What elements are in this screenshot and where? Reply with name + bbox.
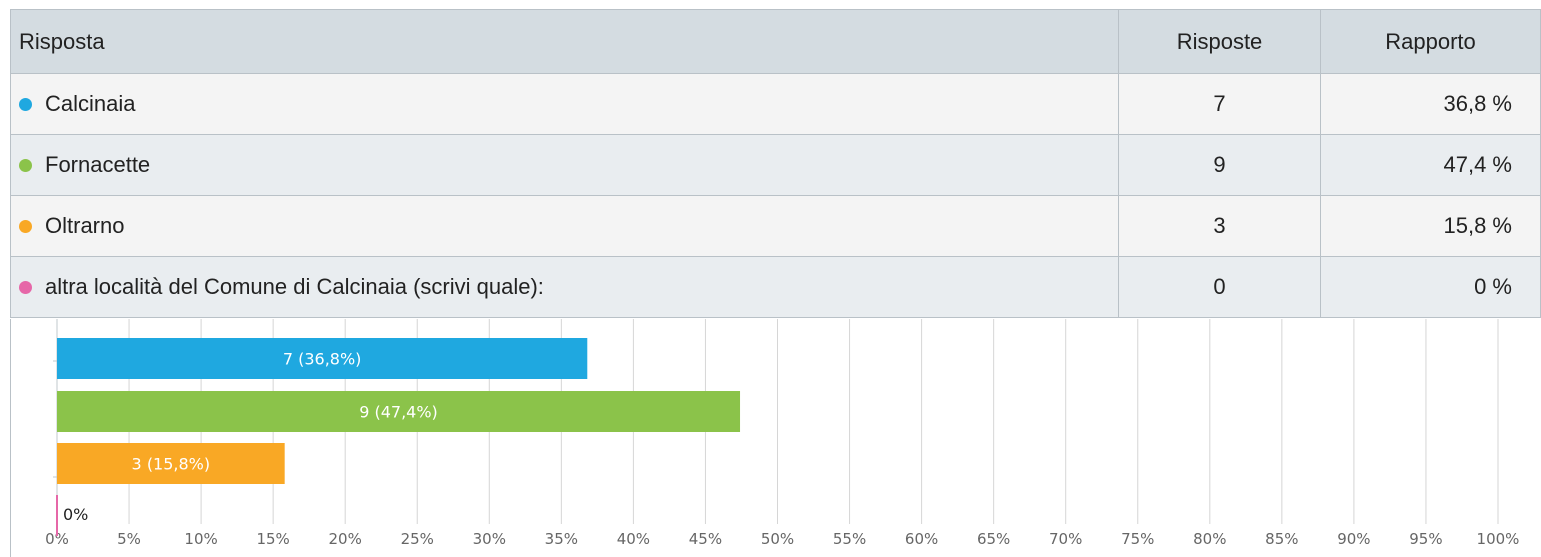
bar-chart: 0% 5% 10% 15% 20% 25% 30% 35% 40% 45% 50% 55% 60% 65%… (10, 319, 1541, 557)
table-header-row: Risposta Risposte Rapporto (10, 9, 1541, 74)
bar-chart-svg: 0% 5% 10% 15% 20% 25% 30% 35% 40% 45% 50% 55% 60% 65%… (45, 319, 1520, 548)
x-tick-label: 35% (545, 530, 578, 548)
count-cell: 9 (1118, 134, 1321, 196)
count-cell: 3 (1118, 195, 1321, 257)
x-tick-label: 80% (1193, 530, 1226, 548)
header-count: Risposte (1118, 9, 1321, 74)
x-tick-label: 55% (833, 530, 866, 548)
count-cell: 0 (1118, 256, 1321, 318)
x-tick-label: 15% (256, 530, 289, 548)
count-cell: 7 (1118, 73, 1321, 135)
x-tick-label: 30% (473, 530, 506, 548)
answer-cell: Calcinaia (10, 73, 1119, 135)
series-color-dot (19, 97, 32, 111)
answer-cell: Oltrarno (10, 195, 1119, 257)
table-row: altra località del Comune di Calcinaia (… (10, 256, 1541, 318)
header-answer: Risposta (10, 9, 1119, 74)
answer-cell: Fornacette (10, 134, 1119, 196)
x-tick-label: 40% (617, 530, 650, 548)
answer-label: Calcinaia (45, 91, 136, 116)
bar-label: 9 (47,4%) (359, 403, 438, 422)
ratio-cell: 15,8 % (1320, 195, 1541, 257)
answer-cell: altra località del Comune di Calcinaia (… (10, 256, 1119, 318)
ratio-cell: 47,4 % (1320, 134, 1541, 196)
bar-label: 3 (15,8%) (132, 455, 211, 474)
x-tick-label: 20% (329, 530, 362, 548)
x-tick-label: 75% (1121, 530, 1154, 548)
table-row: Oltrarno 3 15,8 % (10, 195, 1541, 257)
series-color-dot (19, 219, 32, 233)
ratio-cell: 0 % (1320, 256, 1541, 318)
results-table: Risposta Risposte Rapporto Calcinaia 7 3… (10, 9, 1541, 318)
header-ratio: Rapporto (1320, 9, 1541, 74)
x-tick-label: 0% (45, 530, 69, 548)
answer-label: Oltrarno (45, 213, 125, 238)
x-tick-label: 65% (977, 530, 1010, 548)
bar (57, 391, 741, 432)
answer-label: Fornacette (45, 152, 151, 177)
x-tick-label: 85% (1265, 530, 1298, 548)
x-tick-label: 10% (184, 530, 217, 548)
ratio-cell: 36,8 % (1320, 73, 1541, 135)
bar-label: 0% (63, 505, 88, 524)
bar (57, 443, 285, 484)
x-tick-label: 90% (1337, 530, 1370, 548)
x-tick-label: 100% (1477, 530, 1520, 548)
x-tick-label: 95% (1409, 530, 1442, 548)
answer-label: altra località del Comune di Calcinaia (… (45, 274, 544, 299)
x-tick-label: 70% (1049, 530, 1082, 548)
results-panel: Risposta Risposte Rapporto Calcinaia 7 3… (10, 9, 1541, 557)
x-tick-label: 60% (905, 530, 938, 548)
x-tick-label: 50% (761, 530, 794, 548)
series-color-dot (19, 158, 32, 172)
x-tick-label: 45% (689, 530, 722, 548)
series-color-dot (19, 280, 32, 294)
table-row: Fornacette 9 47,4 % (10, 134, 1541, 196)
x-tick-label: 5% (117, 530, 141, 548)
table-row: Calcinaia 7 36,8 % (10, 73, 1541, 135)
bar (57, 338, 588, 379)
bar-label: 7 (36,8%) (283, 350, 362, 369)
x-tick-label: 25% (401, 530, 434, 548)
